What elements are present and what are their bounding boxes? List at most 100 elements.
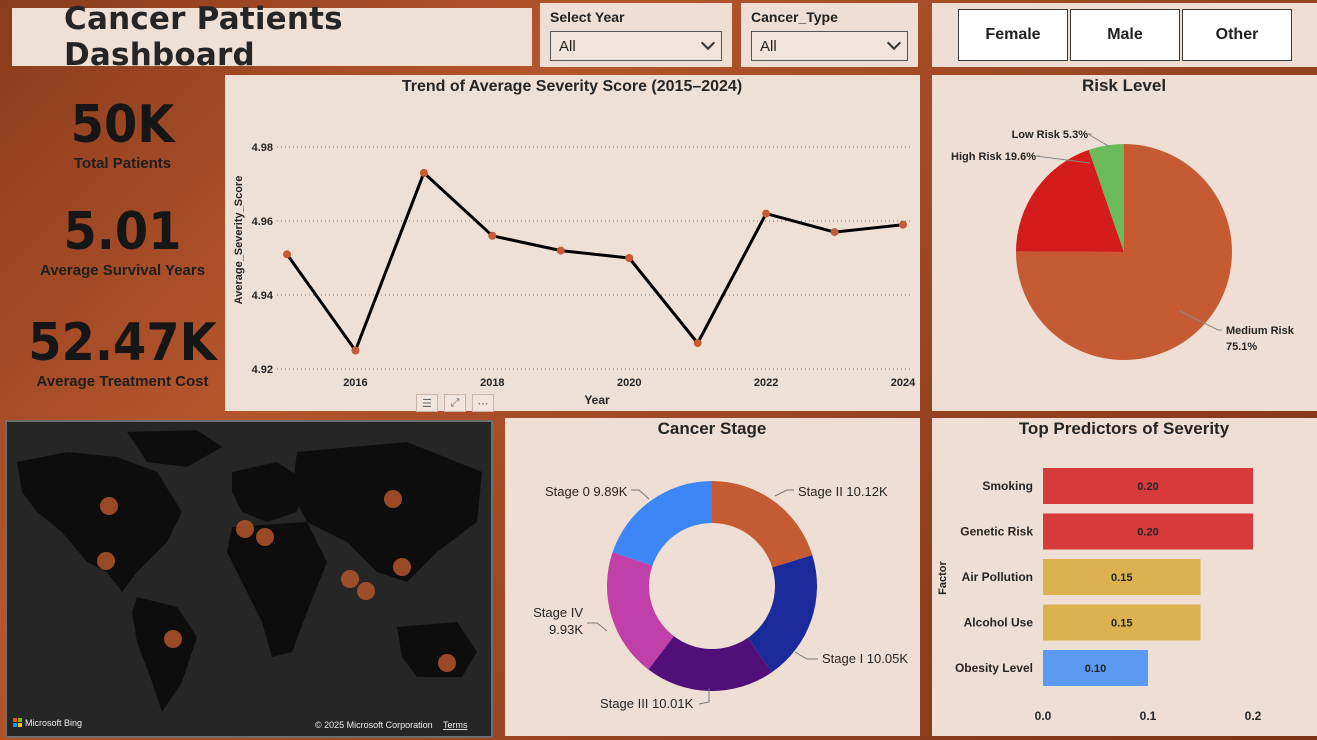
pie-slice[interactable] <box>1088 144 1124 252</box>
year-dropdown-value: All <box>559 37 576 55</box>
data-point[interactable] <box>830 228 839 237</box>
bar[interactable] <box>1043 468 1253 504</box>
segment-label: Stage II 10.12K <box>798 484 888 499</box>
gender-slicer: Female Male Other <box>932 3 1317 67</box>
donut-segment[interactable] <box>648 636 772 691</box>
kpi-value: 5.01 <box>63 202 182 262</box>
chart-title: Cancer Stage <box>658 419 767 438</box>
segment-label: Stage IV <box>533 605 583 620</box>
stage-donut-svg: Cancer Stage Stage II 10.12K Stage I 10.0… <box>533 419 908 711</box>
slice-label: Medium Risk <box>1226 325 1295 337</box>
donut-segment[interactable] <box>747 555 817 673</box>
data-point[interactable] <box>351 346 360 355</box>
data-point[interactable] <box>556 246 565 255</box>
map-marker[interactable] <box>357 582 375 600</box>
chart-title: Trend of Average Severity Score (2015–20… <box>402 78 742 95</box>
bar[interactable] <box>1043 559 1201 595</box>
patient-map[interactable]: Microsoft Bing © 2025 Microsoft Corporat… <box>5 420 493 738</box>
map-marker[interactable] <box>256 528 274 546</box>
map-marker[interactable] <box>100 497 118 515</box>
data-point[interactable] <box>899 220 907 229</box>
kpi-caption: Average Survival Years <box>39 262 206 279</box>
map-marker[interactable] <box>164 630 182 648</box>
x-axis-label: Year <box>584 393 610 407</box>
bar-value-label: 0.15 <box>1111 618 1132 630</box>
australia-shape <box>397 622 477 677</box>
donut-segment[interactable] <box>612 481 712 566</box>
kpi-treatment-cost: 52.47K Average Treatment Cost <box>0 317 245 390</box>
cancer-type-dropdown[interactable]: All <box>751 31 908 61</box>
line-chart-svg: Trend of Average Severity Score (2015–20… <box>233 78 916 407</box>
south-america-shape <box>132 597 197 712</box>
cancer-type-slicer-label: Cancer_Type <box>751 9 838 25</box>
series-line <box>285 170 904 354</box>
risk-level-chart[interactable]: Risk Level Medium Risk 75.1% High Risk 19.… <box>932 75 1317 411</box>
x-tick-label: 2016 <box>343 377 367 389</box>
female-button[interactable]: Female <box>958 9 1068 61</box>
bar-value-label: 0.10 <box>1085 663 1106 675</box>
filter-icon[interactable]: ☰ <box>416 394 438 412</box>
x-tick-label: 0.0 <box>1035 709 1052 723</box>
map-marker[interactable] <box>384 490 402 508</box>
pie-slice[interactable] <box>1016 149 1124 252</box>
chevron-down-icon <box>700 35 716 51</box>
bing-logo <box>13 718 22 727</box>
map-terms-link[interactable]: Terms <box>443 720 468 730</box>
segment-label: Stage 0 9.89K <box>545 484 628 499</box>
predictors-chart[interactable]: Top Predictors of Severity Factor Smokin… <box>932 418 1317 736</box>
bing-brand-text: Microsoft Bing <box>25 718 82 728</box>
y-axis-label: Average_Severity_Score <box>233 176 245 305</box>
europe-shape <box>232 462 307 522</box>
map-marker[interactable] <box>393 558 411 576</box>
donut-segment[interactable] <box>607 552 674 670</box>
slice-label: Low Risk 5.3% <box>1012 129 1089 141</box>
visual-toolbar: ☰ ⤢ ⋯ <box>416 394 494 412</box>
other-button[interactable]: Other <box>1182 9 1292 61</box>
bar[interactable] <box>1043 650 1148 686</box>
bar-value-label: 0.20 <box>1137 527 1158 539</box>
world-map-svg[interactable]: Microsoft Bing © 2025 Microsoft Corporat… <box>7 422 491 736</box>
focus-mode-icon[interactable]: ⤢ <box>444 394 466 412</box>
kpi-caption: Total Patients <box>73 155 172 172</box>
leader-line <box>1179 310 1222 331</box>
chart-title: Top Predictors of Severity <box>1019 419 1230 438</box>
map-marker[interactable] <box>97 552 115 570</box>
data-point[interactable] <box>488 231 497 240</box>
kpi-value: 52.47K <box>28 313 217 373</box>
year-slicer: Select Year All <box>540 3 732 67</box>
cancer-stage-chart[interactable]: Cancer Stage Stage II 10.12K Stage I 10.0… <box>505 418 920 736</box>
risk-pie-svg: Risk Level Medium Risk 75.1% High Risk 19.… <box>951 76 1295 360</box>
africa-shape <box>227 522 327 657</box>
category-label: Smoking <box>982 479 1033 493</box>
y-tick-label: 4.98 <box>252 142 273 154</box>
segment-value: 9.93K <box>549 622 583 637</box>
segment-label: Stage III 10.01K <box>600 696 694 711</box>
data-point[interactable] <box>625 254 634 262</box>
predictors-bar-svg: Top Predictors of Severity Factor Smokin… <box>937 419 1262 723</box>
severity-trend-chart[interactable]: Trend of Average Severity Score (2015–20… <box>225 75 920 411</box>
bar[interactable] <box>1043 513 1253 550</box>
bar-value-label: 0.15 <box>1111 572 1132 584</box>
donut-segment[interactable] <box>712 481 813 568</box>
greenland-shape <box>127 430 222 467</box>
x-tick-label: 0.2 <box>1245 709 1262 723</box>
map-markers <box>97 490 456 672</box>
data-point[interactable] <box>283 250 291 259</box>
land-masses <box>17 430 482 712</box>
cancer-type-slicer: Cancer_Type All <box>741 3 918 67</box>
data-point[interactable] <box>693 339 702 348</box>
year-slicer-label: Select Year <box>550 9 625 25</box>
y-tick-label: 4.92 <box>252 364 273 376</box>
bar[interactable] <box>1043 604 1201 641</box>
year-dropdown[interactable]: All <box>550 31 722 61</box>
more-options-icon[interactable]: ⋯ <box>472 394 494 412</box>
map-marker[interactable] <box>438 654 456 672</box>
chevron-down-icon <box>886 35 902 51</box>
data-point[interactable] <box>419 168 428 177</box>
male-button[interactable]: Male <box>1070 9 1180 61</box>
map-marker[interactable] <box>341 570 359 588</box>
category-label: Alcohol Use <box>964 616 1034 630</box>
x-tick-label: 2020 <box>617 377 641 389</box>
map-marker[interactable] <box>236 520 254 538</box>
data-point[interactable] <box>762 209 771 218</box>
